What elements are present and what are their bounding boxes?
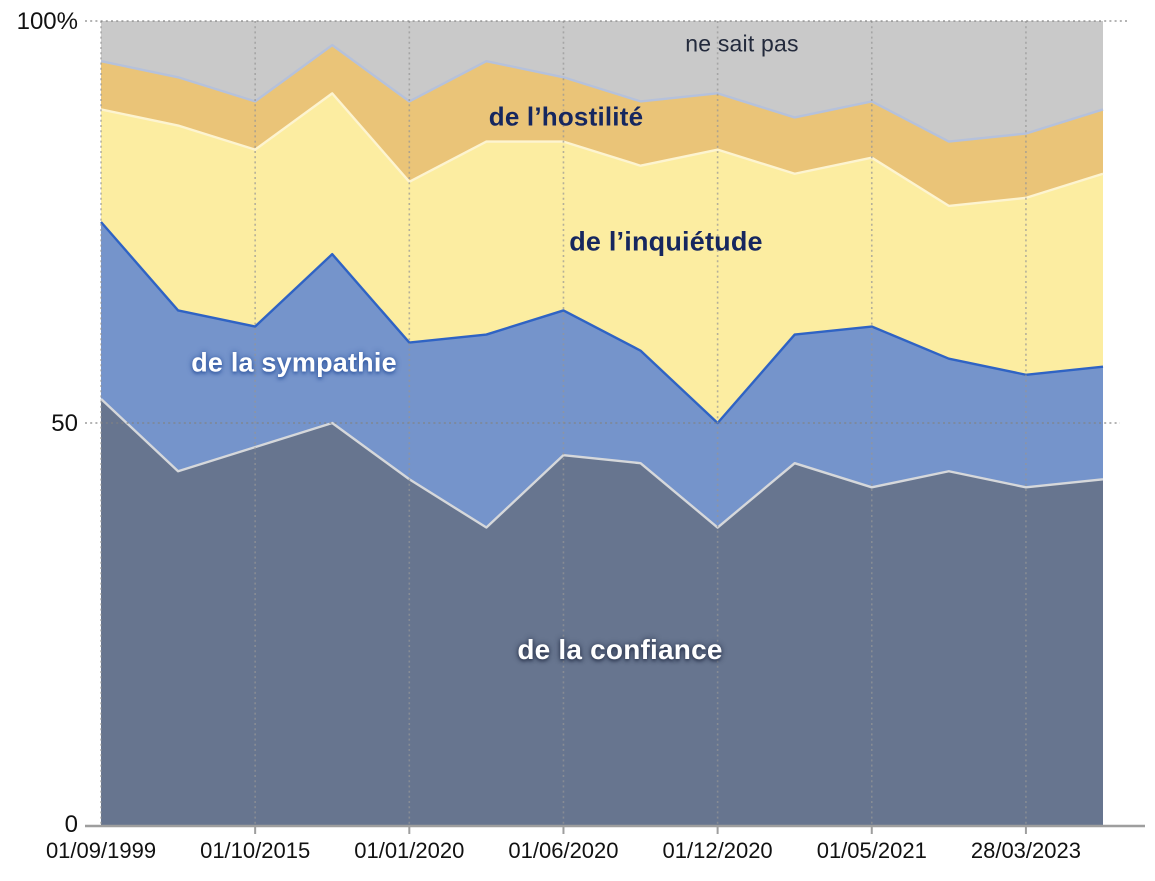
series-label-ne-sait-pas: ne sait pas xyxy=(685,30,799,57)
y-axis-label-50: 50 xyxy=(51,410,78,437)
area-hostilite xyxy=(101,45,1103,206)
y-axis-label-0: 0 xyxy=(64,811,78,838)
x-axis-label: 01/01/2020 xyxy=(354,838,465,863)
area-inquietude xyxy=(101,93,1103,424)
boundary-hostilite xyxy=(100,43,1104,143)
x-axis-label: 01/09/1999 xyxy=(45,838,157,863)
x-axis-label: 01/05/2021 xyxy=(816,838,927,863)
x-axis-label: 01/06/2020 xyxy=(508,838,619,863)
series-label-confiance: de la confiance xyxy=(517,634,723,665)
y-axis-label-100: 100% xyxy=(16,8,78,35)
series-label-inquietude: de l’inquiétude xyxy=(569,226,763,257)
area-confiance xyxy=(101,398,1103,825)
x-axis-label: 01/12/2020 xyxy=(662,838,773,863)
boundary-confiance xyxy=(100,398,1104,529)
boundary-sympathie xyxy=(100,221,1104,425)
series-label-sympathie: de la sympathie xyxy=(191,347,397,378)
area-ne_sait_pas xyxy=(101,21,1103,142)
boundary-inquietude xyxy=(100,92,1104,208)
series-label-hostilite: de l’hostilité xyxy=(488,101,644,132)
area-sympathie xyxy=(101,222,1103,528)
x-axis-label: 28/03/2023 xyxy=(970,838,1081,863)
x-axis-label: 01/10/2015 xyxy=(200,838,311,863)
